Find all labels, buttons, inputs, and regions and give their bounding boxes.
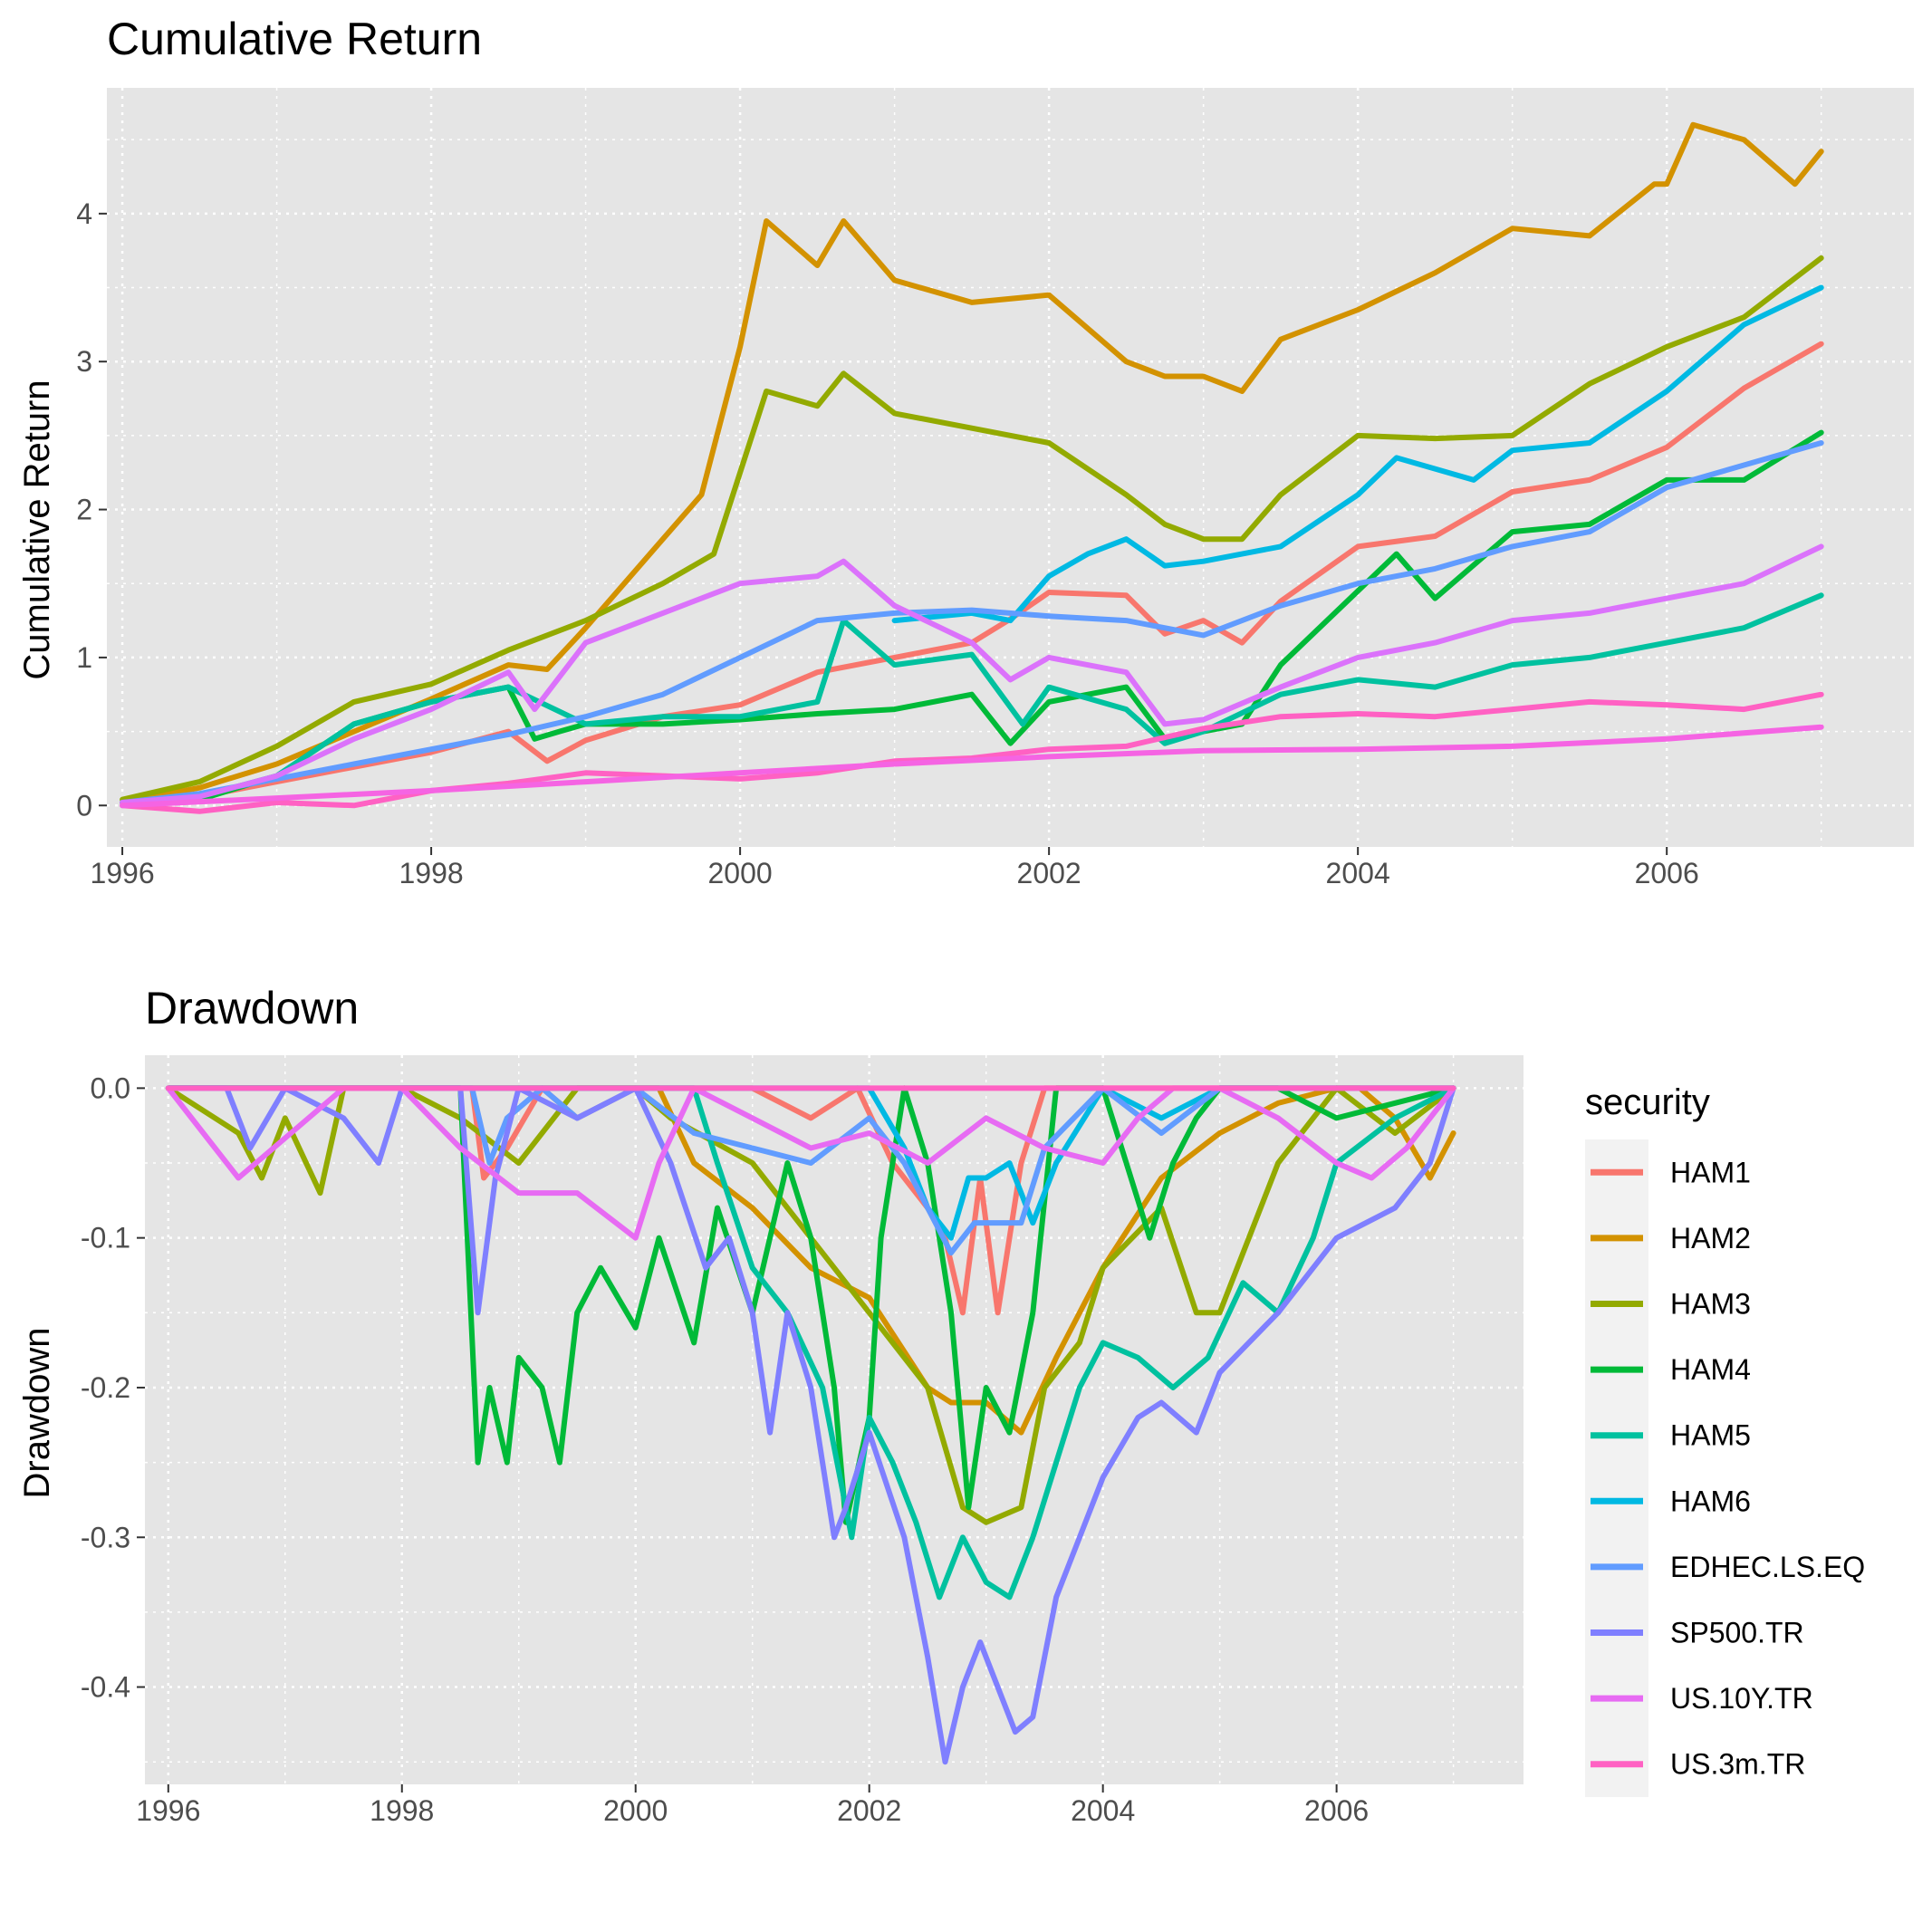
- legend-item-ham2: HAM2: [1591, 1222, 1751, 1254]
- drawdown-y-tick-label: -0.4: [81, 1671, 130, 1704]
- cumulative-return-x-tick-label: 2000: [708, 857, 773, 889]
- drawdown-panel: Drawdown 0.0 -0.1 -0.2 -0.3 -0.4 1996 1998 200…: [17, 983, 1523, 1827]
- cumulative-return-series-ham5: [120, 592, 1824, 805]
- drawdown-series: [165, 1085, 1456, 1765]
- drawdown-y-tick-label: -0.3: [81, 1521, 130, 1553]
- legend-label-ham1: HAM1: [1670, 1156, 1751, 1188]
- drawdown-series-ham6: [165, 1085, 1456, 1241]
- legend-label-ham4: HAM4: [1670, 1353, 1751, 1386]
- drawdown-x-tick-label: 2002: [837, 1794, 901, 1827]
- cumulative-return-plot-area: [107, 88, 1914, 847]
- cumulative-return-series-edhec-ls-eq: [120, 440, 1824, 805]
- cumulative-return-y-tick-label: 3: [76, 345, 92, 378]
- cumulative-return-x-tick-label: 2006: [1635, 857, 1699, 889]
- legend-item-us-3m-tr: US.3m.TR: [1591, 1748, 1805, 1781]
- cumulative-return-y-ticks: 0 1 2 3 4: [76, 197, 107, 822]
- cumulative-return-panel: Cumulative Return 0 1 2 3 4 1996 1998 2000 2002…: [17, 14, 1914, 889]
- legend-items: HAM1 HAM2 HAM3 HAM4 HAM5 HAM6 EDHEC.LS.EQ SP500…: [1591, 1156, 1865, 1781]
- drawdown-x-tick-label: 2000: [603, 1794, 668, 1827]
- cumulative-return-y-tick-label: 0: [76, 789, 92, 822]
- drawdown-y-tick-label: 0.0: [91, 1072, 130, 1104]
- drawdown-x-tick-label: 2006: [1304, 1794, 1369, 1827]
- legend-item-us-10y-tr: US.10Y.TR: [1591, 1682, 1813, 1715]
- drawdown-x-tick-label: 1996: [136, 1794, 200, 1827]
- legend-item-ham5: HAM5: [1591, 1419, 1751, 1452]
- drawdown-plot-area: [145, 1055, 1523, 1784]
- drawdown-y-tick-label: -0.1: [81, 1222, 130, 1254]
- cumulative-return-x-tick-label: 2004: [1326, 857, 1390, 889]
- legend-label-edhec-ls-eq: EDHEC.LS.EQ: [1670, 1551, 1865, 1583]
- cumulative-return-y-tick-label: 1: [76, 641, 92, 674]
- cumulative-return-series-sp500-tr: [120, 543, 1824, 805]
- cumulative-return-x-tick-label: 2002: [1017, 857, 1081, 889]
- legend-key-background: [1585, 1139, 1648, 1797]
- drawdown-y-ticks: 0.0 -0.1 -0.2 -0.3 -0.4: [81, 1072, 145, 1704]
- cumulative-return-title: Cumulative Return: [107, 14, 482, 64]
- legend-label-ham2: HAM2: [1670, 1222, 1751, 1254]
- legend-title: security: [1585, 1082, 1710, 1122]
- cumulative-return-y-axis-title: Cumulative Return: [17, 380, 57, 679]
- legend: security HAM1 HAM2 HAM3 HAM4 HAM5 HAM6 EDHEC.L…: [1585, 1082, 1865, 1797]
- drawdown-x-tick-label: 1998: [370, 1794, 434, 1827]
- cumulative-return-y-tick-label: 2: [76, 494, 92, 526]
- legend-item-ham4: HAM4: [1591, 1353, 1751, 1386]
- drawdown-series-ham5: [165, 1085, 1456, 1600]
- drawdown-title: Drawdown: [145, 983, 359, 1033]
- legend-item-ham6: HAM6: [1591, 1485, 1751, 1517]
- drawdown-series-us-10y-tr: [165, 1085, 1456, 1241]
- drawdown-x-ticks: 1996 1998 2000 2002 2004 2006: [136, 1784, 1369, 1827]
- cumulative-return-series-ham3: [120, 255, 1824, 803]
- legend-item-edhec-ls-eq: EDHEC.LS.EQ: [1591, 1551, 1865, 1583]
- drawdown-y-axis-title: Drawdown: [17, 1328, 57, 1499]
- cumulative-return-x-ticks: 1996 1998 2000 2002 2004 2006: [90, 847, 1699, 889]
- cumulative-return-y-tick-label: 4: [76, 197, 92, 230]
- cumulative-return-series: [120, 121, 1824, 814]
- legend-item-ham3: HAM3: [1591, 1288, 1751, 1321]
- cumulative-return-series-ham6: [891, 284, 1824, 624]
- legend-label-us-10y-tr: US.10Y.TR: [1670, 1682, 1813, 1715]
- drawdown-x-tick-label: 2004: [1071, 1794, 1135, 1827]
- legend-label-ham3: HAM3: [1670, 1288, 1751, 1321]
- cumulative-return-series-us-3m-tr: [120, 724, 1824, 809]
- drawdown-y-tick-label: -0.2: [81, 1371, 130, 1404]
- legend-label-ham6: HAM6: [1670, 1485, 1751, 1517]
- cumulative-return-x-tick-label: 1996: [90, 857, 154, 889]
- legend-label-sp500-tr: SP500.TR: [1670, 1617, 1804, 1649]
- legend-item-sp500-tr: SP500.TR: [1591, 1617, 1804, 1649]
- legend-label-ham5: HAM5: [1670, 1419, 1751, 1452]
- cumulative-return-series-ham2: [120, 121, 1824, 805]
- cumulative-return-x-tick-label: 1998: [399, 857, 463, 889]
- drawdown-series-ham3: [165, 1085, 1456, 1525]
- legend-label-us-3m-tr: US.3m.TR: [1670, 1748, 1805, 1781]
- legend-item-ham1: HAM1: [1591, 1156, 1751, 1188]
